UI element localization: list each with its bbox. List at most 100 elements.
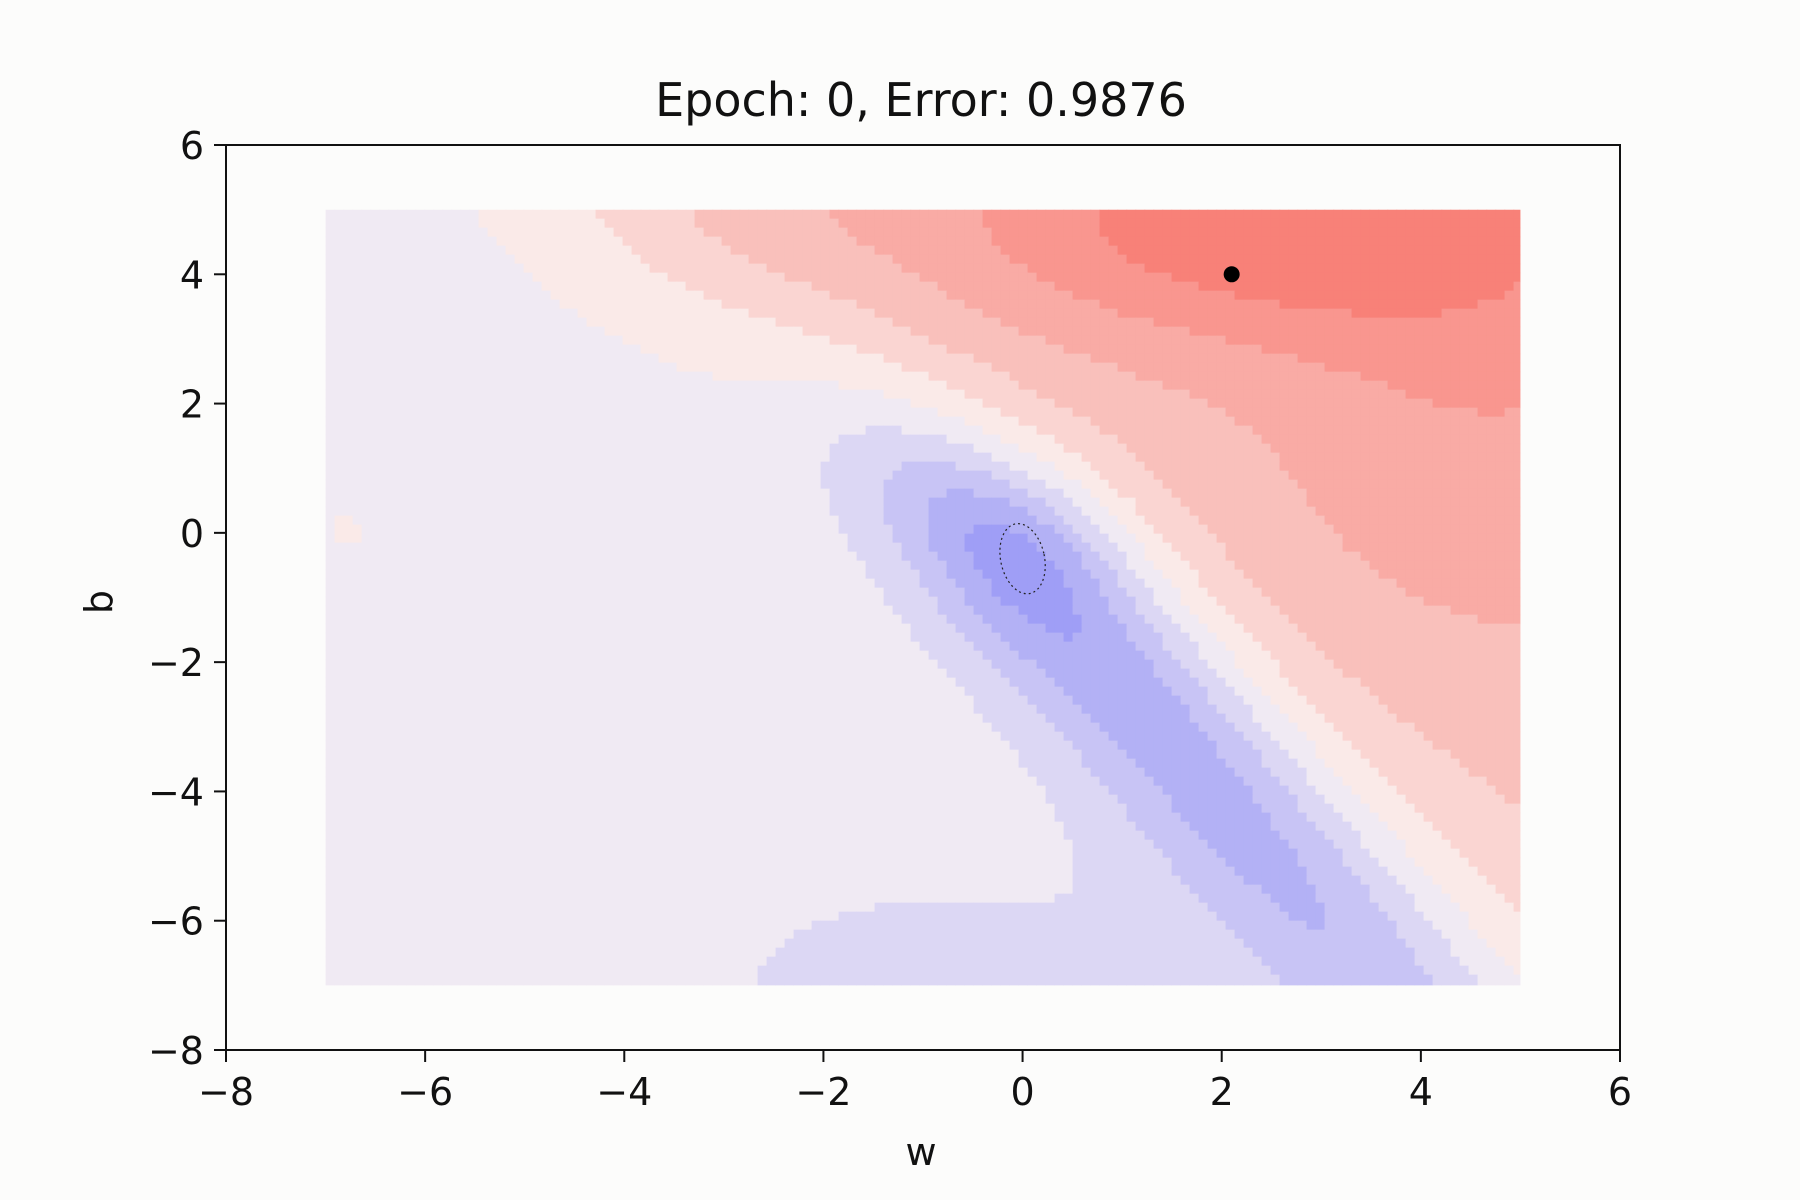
contour-cell	[487, 380, 498, 391]
contour-cell	[424, 434, 435, 445]
contour-cell	[856, 272, 867, 283]
contour-cell	[928, 515, 939, 526]
contour-cell	[478, 470, 489, 481]
contour-cell	[1117, 353, 1128, 364]
contour-cell	[1090, 209, 1101, 220]
contour-cell	[1072, 326, 1083, 337]
contour-cell	[1225, 533, 1236, 544]
contour-cell	[973, 308, 984, 319]
contour-cell	[1504, 317, 1515, 328]
contour-cell	[1144, 308, 1155, 319]
contour-cell	[1342, 290, 1353, 301]
contour-cell	[388, 245, 399, 256]
contour-cell	[1396, 470, 1407, 481]
contour-cell	[496, 245, 507, 256]
contour-cell	[1243, 254, 1254, 265]
contour-cell	[631, 515, 642, 526]
contour-cell	[379, 371, 390, 382]
contour-cell	[1198, 254, 1209, 265]
contour-cell	[1513, 299, 1521, 310]
contour-cell	[1414, 434, 1425, 445]
contour-cell	[1459, 407, 1470, 418]
contour-cell	[955, 443, 966, 454]
contour-cell	[469, 506, 480, 517]
contour-cell	[478, 236, 489, 247]
contour-cell	[1009, 371, 1020, 382]
contour-cell	[361, 542, 372, 553]
contour-cell	[784, 263, 795, 274]
contour-cell	[595, 533, 606, 544]
contour-cell	[982, 479, 993, 490]
contour-cell	[793, 434, 804, 445]
contour-cell	[1117, 479, 1128, 490]
contour-cell	[703, 425, 714, 436]
contour-cell	[586, 227, 597, 238]
contour-cell	[577, 398, 588, 409]
contour-cell	[1486, 317, 1497, 328]
contour-cell	[379, 389, 390, 400]
contour-cell	[595, 281, 606, 292]
contour-cell	[748, 380, 759, 391]
contour-cell	[1297, 353, 1308, 364]
contour-cell	[514, 434, 525, 445]
contour-cell	[361, 236, 372, 247]
contour-cell	[667, 542, 678, 553]
contour-cell	[982, 344, 993, 355]
contour-cell	[1198, 479, 1209, 490]
contour-cell	[361, 245, 372, 256]
contour-cell	[640, 488, 651, 499]
contour-cell	[757, 443, 768, 454]
contour-cell	[1270, 344, 1281, 355]
contour-cell	[1180, 281, 1191, 292]
contour-cell	[523, 227, 534, 238]
contour-cell	[1324, 416, 1335, 427]
contour-cell	[1126, 533, 1137, 544]
contour-cell	[1171, 218, 1182, 229]
contour-cell	[1207, 515, 1218, 526]
contour-cell	[424, 416, 435, 427]
contour-cell	[424, 263, 435, 274]
contour-cell	[865, 497, 876, 508]
contour-cell	[802, 254, 813, 265]
contour-cell	[1333, 326, 1344, 337]
contour-cell	[847, 245, 858, 256]
contour-cell	[829, 533, 840, 544]
contour-cell	[964, 272, 975, 283]
contour-cell	[973, 470, 984, 481]
contour-cell	[892, 272, 903, 283]
contour-cell	[685, 524, 696, 535]
contour-cell	[1441, 362, 1452, 373]
contour-cell	[703, 479, 714, 490]
contour-cell	[1189, 371, 1200, 382]
contour-cell	[1000, 533, 1011, 544]
contour-cell	[532, 407, 543, 418]
contour-cell	[460, 542, 471, 553]
contour-cell	[1459, 389, 1470, 400]
contour-cell	[1099, 380, 1110, 391]
contour-cell	[1243, 362, 1254, 373]
contour-cell	[577, 506, 588, 517]
contour-cell	[586, 416, 597, 427]
contour-cell	[622, 281, 633, 292]
contour-cell	[685, 227, 696, 238]
contour-cell	[694, 533, 705, 544]
contour-cell	[1369, 335, 1380, 346]
contour-cell	[1180, 290, 1191, 301]
contour-cell	[1270, 236, 1281, 247]
contour-cell	[883, 479, 894, 490]
contour-cell	[1198, 218, 1209, 229]
contour-cell	[1468, 290, 1479, 301]
contour-cell	[523, 425, 534, 436]
contour-cell	[442, 317, 453, 328]
contour-cell	[1144, 227, 1155, 238]
contour-cell	[1027, 371, 1038, 382]
contour-cell	[892, 389, 903, 400]
contour-cell	[955, 542, 966, 553]
contour-cell	[397, 344, 408, 355]
contour-cell	[478, 371, 489, 382]
contour-cell	[1414, 308, 1425, 319]
contour-cell	[1261, 533, 1272, 544]
contour-cell	[1117, 209, 1128, 220]
contour-cell	[352, 479, 363, 490]
contour-cell	[1315, 263, 1326, 274]
